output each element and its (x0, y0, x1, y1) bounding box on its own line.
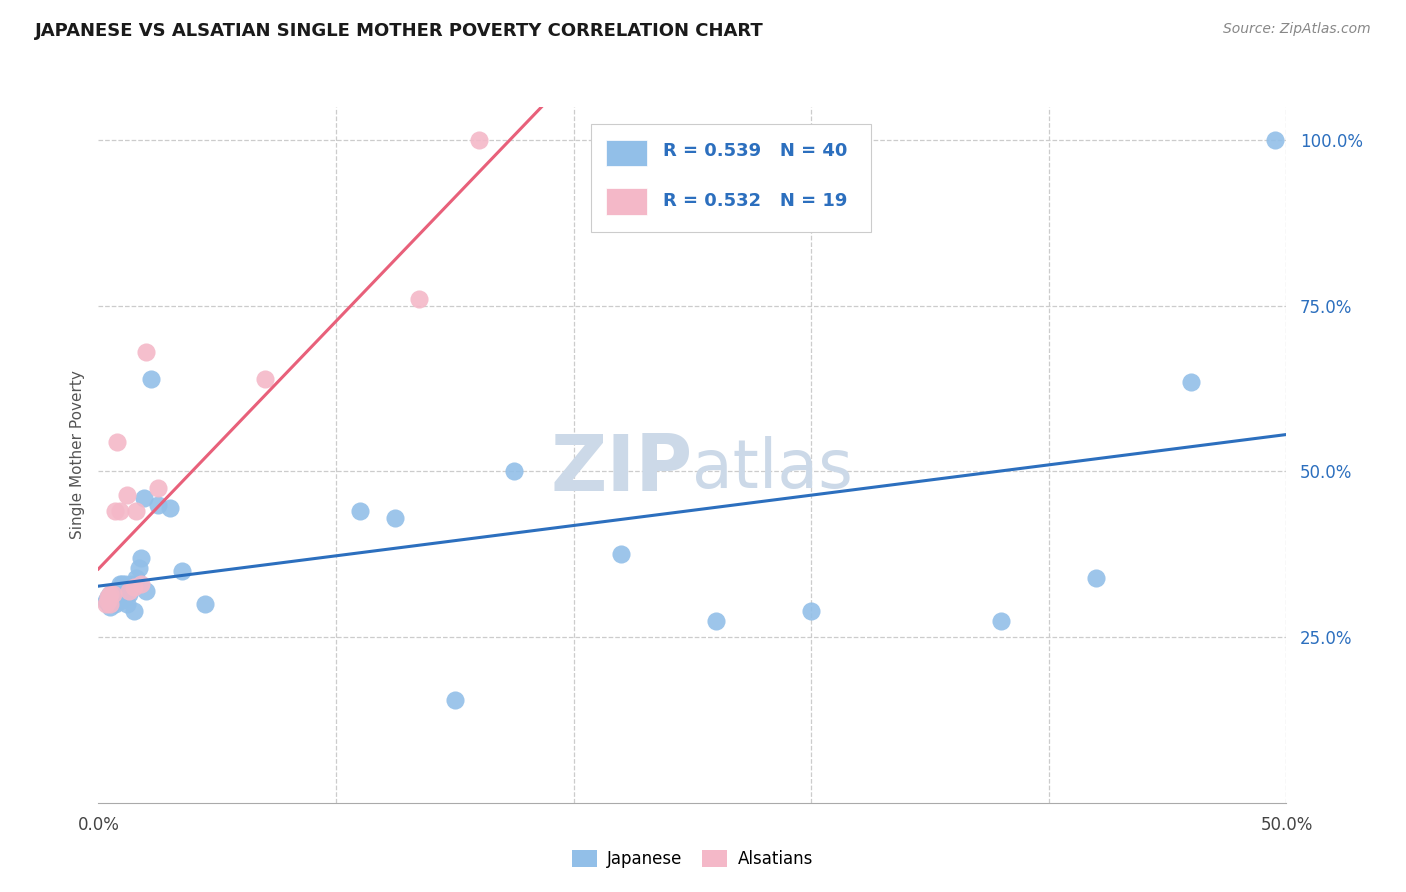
Point (408, 292, 430, 306)
Point (107, 583, 129, 598)
Point (107, 591, 129, 605)
Point (135, 345, 157, 359)
Text: JAPANESE VS ALSATIAN SINGLE MOTHER POVERTY CORRELATION CHART: JAPANESE VS ALSATIAN SINGLE MOTHER POVER… (35, 22, 763, 40)
Point (159, 500, 181, 515)
Point (128, 560, 150, 574)
Point (97, 593, 120, 607)
Point (800, 604, 823, 618)
Point (610, 547, 633, 561)
Text: Source: ZipAtlas.com: Source: ZipAtlas.com (1223, 22, 1371, 37)
Point (104, 504, 127, 518)
Point (108, 577, 131, 591)
Point (1180, 375, 1202, 389)
Point (97, 591, 120, 605)
Point (122, 581, 145, 595)
Text: ZIP: ZIP (550, 431, 692, 507)
Point (503, 465, 526, 479)
Point (107, 434, 129, 449)
Point (97, 591, 120, 605)
Point (108, 504, 131, 518)
Point (122, 604, 145, 618)
Point (114, 591, 136, 605)
Point (101, 591, 124, 605)
Point (98, 587, 121, 601)
Text: atlas: atlas (692, 436, 853, 502)
FancyBboxPatch shape (592, 124, 870, 232)
Point (111, 577, 134, 591)
Point (118, 583, 141, 598)
Point (132, 491, 155, 505)
Point (125, 570, 148, 584)
Point (104, 597, 127, 611)
Legend: Japanese, Alsatians: Japanese, Alsatians (565, 843, 820, 874)
Point (118, 587, 141, 601)
Y-axis label: Single Mother Poverty: Single Mother Poverty (69, 370, 84, 540)
Point (135, 583, 157, 598)
FancyBboxPatch shape (606, 188, 647, 215)
Point (444, 693, 467, 707)
Point (94, 593, 117, 607)
Point (111, 583, 134, 598)
Point (104, 587, 127, 601)
Point (384, 511, 406, 525)
Point (125, 504, 148, 518)
Point (94, 597, 117, 611)
Point (98, 597, 121, 611)
Point (194, 597, 217, 611)
Point (1264, 133, 1286, 147)
Text: R = 0.532   N = 19: R = 0.532 N = 19 (662, 192, 848, 210)
Point (108, 593, 131, 607)
Point (129, 550, 152, 565)
Point (129, 577, 152, 591)
Point (1085, 570, 1108, 584)
Point (253, 372, 276, 386)
Point (98, 600, 121, 615)
Point (139, 372, 162, 386)
Point (467, 133, 489, 147)
Point (101, 587, 124, 601)
Point (115, 597, 138, 611)
Point (98, 587, 121, 601)
Point (114, 577, 136, 591)
Point (146, 481, 169, 495)
Point (115, 488, 138, 502)
Text: R = 0.539   N = 40: R = 0.539 N = 40 (662, 142, 848, 160)
FancyBboxPatch shape (606, 140, 647, 166)
Point (704, 614, 727, 628)
Point (170, 564, 193, 578)
Point (121, 577, 143, 591)
Point (990, 614, 1012, 628)
Point (146, 498, 169, 512)
Point (349, 504, 371, 518)
